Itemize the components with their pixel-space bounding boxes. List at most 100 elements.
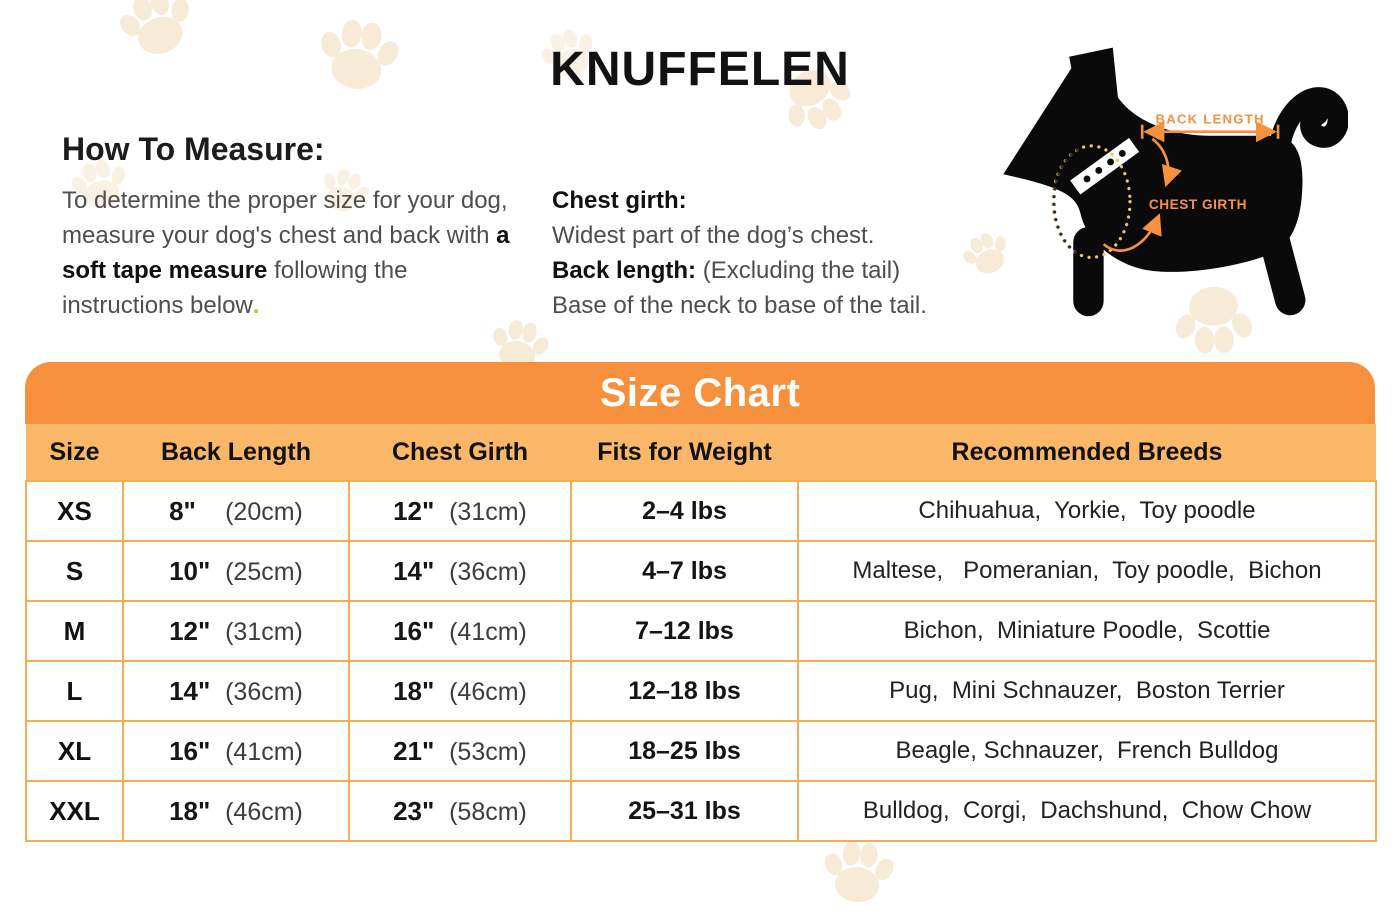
cm-value: (36cm) — [449, 557, 527, 586]
size-chart-section: Size Chart Size Back Length Chest Girth … — [25, 362, 1377, 842]
cm-value: (31cm) — [449, 497, 527, 526]
back-length-diagram-label: BACK LENGTH — [1155, 112, 1264, 127]
size-cell: XS — [25, 480, 124, 542]
weight-cell: 2–4 lbs — [570, 480, 799, 542]
inch-value: 16" — [169, 735, 211, 766]
size-chart-table: Size Back Length Chest Girth Fits for We… — [25, 424, 1377, 842]
size-cell: XXL — [25, 780, 124, 842]
breeds-cell: Bulldog, Corgi, Dachshund, Chow Chow — [797, 780, 1377, 842]
howto-period-accent: . — [252, 292, 260, 319]
back-length-cell: 18" (46cm) — [122, 780, 350, 842]
howto-text-end: following the instructions below — [62, 257, 408, 319]
how-to-measure-text: To determine the proper size for your do… — [62, 183, 517, 323]
table-row: L 14" (36cm) 18" (46cm) 12–18 lbs Pug, Min… — [25, 660, 1377, 722]
weight-cell: 25–31 lbs — [570, 780, 799, 842]
dog-measurement-diagram: BACK LENGTH CHEST GIRTH — [983, 44, 1349, 334]
inch-value: 18" — [393, 675, 435, 706]
back-length-label: Back length: — [552, 257, 697, 284]
table-row: M 12" (31cm) 16" (41cm) 7–12 lbs Bichon, M… — [25, 600, 1377, 662]
collar-stud — [1095, 166, 1103, 174]
chest-girth-dotted-line — [1051, 144, 1132, 260]
weight-cell: 7–12 lbs — [570, 600, 799, 662]
chest-girth-description: Widest part of the dog’s chest. — [552, 222, 875, 249]
chest-girth-arrow-up — [1102, 213, 1162, 252]
how-to-measure-section: How To Measure: To determine the proper … — [62, 130, 517, 323]
back-length-cell: 12" (31cm) — [122, 600, 350, 662]
size-cell: S — [25, 540, 124, 602]
inch-value: 14" — [169, 675, 211, 706]
inch-value: 16" — [393, 615, 435, 646]
back-length-cell: 8" (20cm) — [122, 480, 350, 542]
inch-value: 14" — [393, 555, 435, 586]
brand-title: KNUFFELEN — [550, 43, 850, 96]
chest-girth-cell: 12" (31cm) — [348, 480, 572, 542]
chest-girth-arrow-down — [1151, 137, 1182, 188]
chest-girth-label-line: Chest girth: — [552, 183, 1012, 218]
inch-value: 8" — [169, 495, 196, 526]
collar-stud — [1118, 149, 1126, 157]
chest-girth-diagram-label: CHEST GIRTH — [1149, 197, 1247, 212]
cm-value: (20cm) — [225, 497, 303, 526]
inch-value: 18" — [169, 795, 211, 826]
measurement-definitions: Chest girth: Widest part of the dog’s ch… — [552, 183, 1012, 323]
paw-print-icon — [818, 838, 899, 906]
column-header-chest-girth: Chest Girth — [349, 424, 571, 481]
table-row: XS 8" (20cm) 12" (31cm) 2–4 lbs Chihuahua,… — [25, 480, 1377, 542]
inch-value: 12" — [393, 495, 435, 526]
chest-girth-cell: 16" (41cm) — [348, 600, 572, 662]
cm-value: (25cm) — [225, 557, 303, 586]
column-header-breeds: Recommended Breeds — [798, 424, 1376, 481]
breeds-cell: Pug, Mini Schnauzer, Boston Terrier — [797, 660, 1377, 722]
weight-cell: 18–25 lbs — [570, 720, 799, 782]
weight-cell: 4–7 lbs — [570, 540, 799, 602]
dog-silhouette-illustration: BACK LENGTH CHEST GIRTH — [1003, 47, 1349, 317]
cm-value: (41cm) — [225, 737, 303, 766]
cm-value: (41cm) — [449, 617, 527, 646]
size-cell: L — [25, 660, 124, 722]
cm-value: (46cm) — [225, 797, 303, 826]
column-header-size: Size — [26, 424, 123, 481]
breeds-cell: Beagle, Schnauzer, French Bulldog — [797, 720, 1377, 782]
size-chart-banner: Size Chart — [25, 362, 1375, 424]
back-length-label-line: Back length: (Excluding the tail) — [552, 253, 1012, 288]
chest-girth-label: Chest girth: — [552, 187, 687, 214]
size-cell: M — [25, 600, 124, 662]
breeds-cell: Maltese, Pomeranian, Toy poodle, Bichon — [797, 540, 1377, 602]
column-header-back-length: Back Length — [123, 424, 349, 481]
table-row: XXL 18" (46cm) 23" (58cm) 25–31 lbs Bulldo… — [25, 780, 1377, 842]
table-row: XL 16" (41cm) 21" (53cm) 18–25 lbs Beagle,… — [25, 720, 1377, 782]
column-header-weight: Fits for Weight — [571, 424, 798, 481]
howto-text-bold: a soft tape measure — [62, 222, 510, 284]
cm-value: (58cm) — [449, 797, 527, 826]
cm-value: (31cm) — [225, 617, 303, 646]
breeds-cell: Bichon, Miniature Poodle, Scottie — [797, 600, 1377, 662]
chest-girth-cell: 23" (58cm) — [348, 780, 572, 842]
collar-stud — [1083, 175, 1091, 183]
breeds-cell: Chihuahua, Yorkie, Toy poodle — [797, 480, 1377, 542]
table-row: S 10" (25cm) 14" (36cm) 4–7 lbs Maltese, P… — [25, 540, 1377, 602]
inch-value: 23" — [393, 795, 435, 826]
back-length-cell: 10" (25cm) — [122, 540, 350, 602]
chest-girth-cell: 18" (46cm) — [348, 660, 572, 722]
how-to-measure-heading: How To Measure: — [62, 131, 325, 167]
chest-girth-cell: 14" (36cm) — [348, 540, 572, 602]
back-length-cell: 14" (36cm) — [122, 660, 350, 722]
chest-girth-cell: 21" (53cm) — [348, 720, 572, 782]
dog-tail — [1268, 87, 1349, 161]
inch-value: 12" — [169, 615, 211, 646]
back-length-note: (Excluding the tail) — [696, 257, 901, 284]
header-row: Size Back Length Chest Girth Fits for We… — [26, 424, 1376, 481]
cm-value: (36cm) — [225, 677, 303, 706]
back-length-cell: 16" (41cm) — [122, 720, 350, 782]
size-cell: XL — [25, 720, 124, 782]
dog-body — [1003, 66, 1303, 272]
back-length-description: Base of the neck to base of the tail. — [552, 292, 927, 319]
dog-rear-leg — [1259, 227, 1306, 316]
chest-girth-dotted-line-outer — [1052, 148, 1079, 256]
cm-value: (53cm) — [449, 737, 527, 766]
inch-value: 10" — [169, 555, 211, 586]
collar-stud — [1107, 158, 1114, 166]
weight-cell: 12–18 lbs — [570, 660, 799, 722]
cm-value: (46cm) — [449, 677, 527, 706]
howto-text-start: To determine the proper size for your do… — [62, 187, 508, 249]
